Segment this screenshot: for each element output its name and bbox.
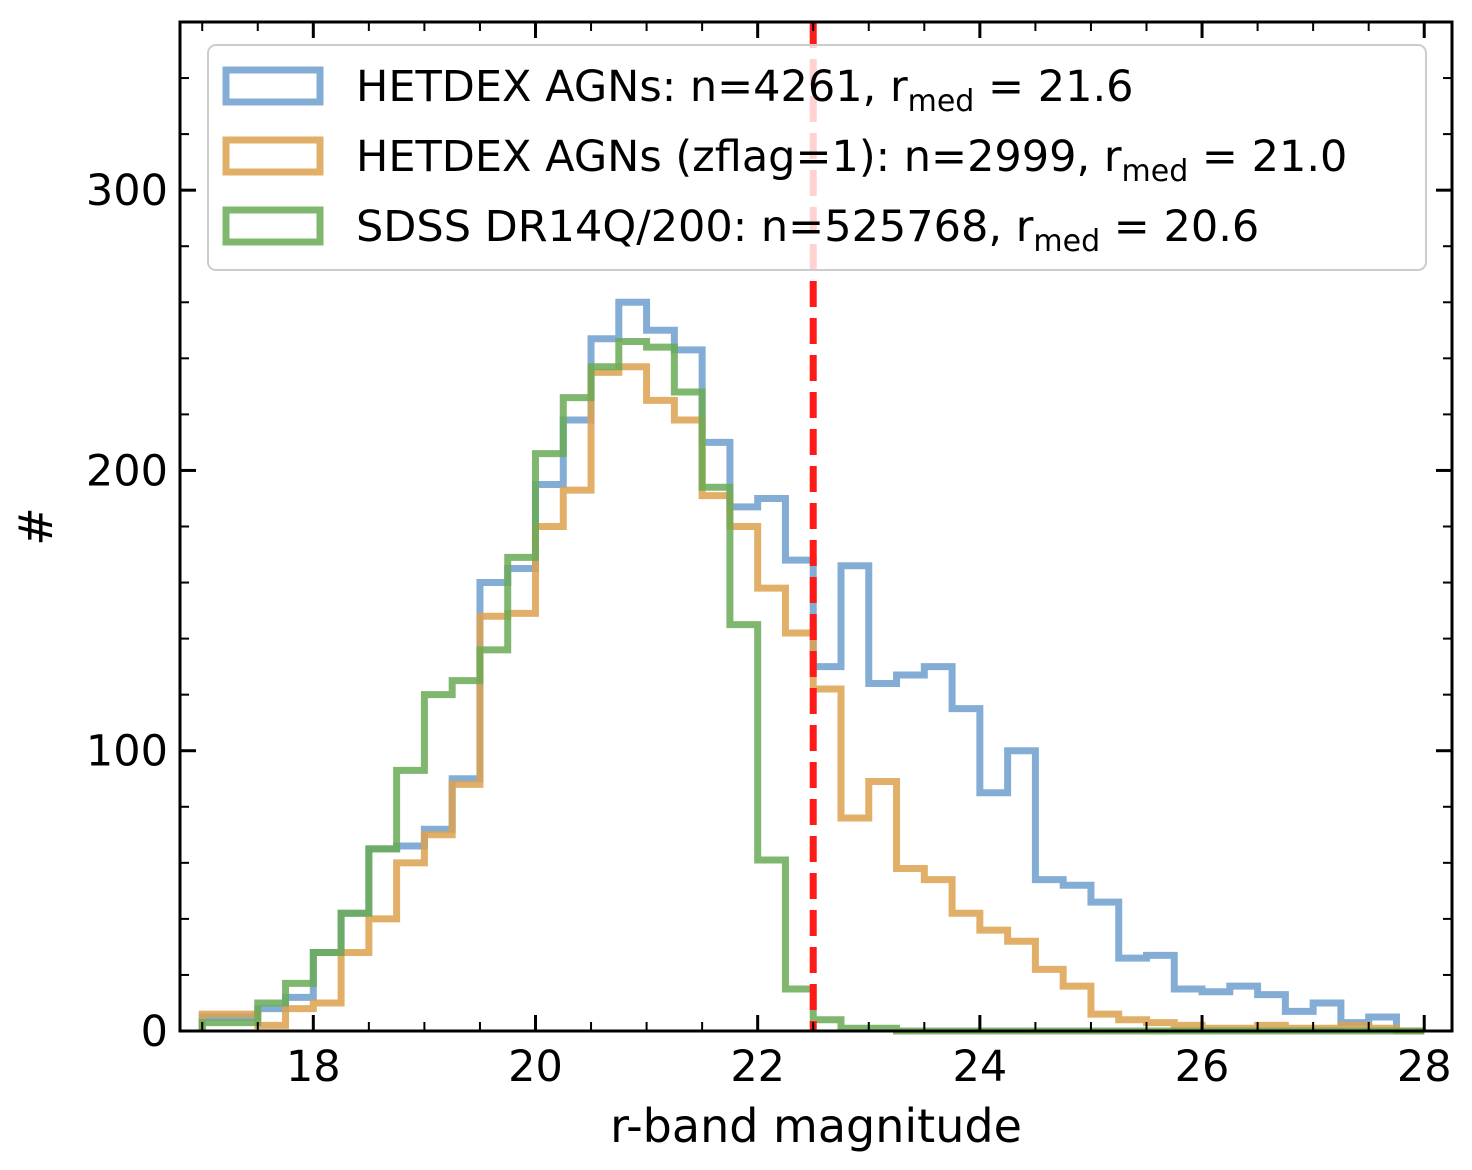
legend-entry-1: HETDEX AGNs (zflag=1): n=2999, rmed = 21… xyxy=(356,132,1347,189)
legend-swatch-1 xyxy=(222,136,324,176)
plot-frame xyxy=(178,20,1454,1033)
x-tick-label: 24 xyxy=(953,1042,1008,1092)
legend-swatch-0 xyxy=(222,66,324,106)
y-axis-label: # xyxy=(9,507,63,546)
x-tick-label: 26 xyxy=(1175,1042,1230,1092)
y-tick-label: 0 xyxy=(141,1007,168,1057)
x-axis-label: r-band magnitude xyxy=(610,1099,1022,1153)
y-tick-label: 100 xyxy=(86,727,168,777)
series-1-histogram xyxy=(198,363,1425,1035)
x-tick-label: 28 xyxy=(1397,1042,1452,1092)
x-tick-label: 20 xyxy=(508,1042,563,1092)
y-tick-label: 300 xyxy=(86,166,168,216)
y-tick-label: 200 xyxy=(86,446,168,496)
x-tick-label: 22 xyxy=(730,1042,785,1092)
x-tick-label: 18 xyxy=(286,1042,341,1092)
legend-frame xyxy=(207,44,1427,271)
legend-swatch-2 xyxy=(222,206,324,246)
legend-entry-2: SDSS DR14Q/200: n=525768, rmed = 20.6 xyxy=(356,202,1259,259)
series-0-histogram xyxy=(198,298,1425,1035)
ticks-layer: 18 20 22 24 26 28 0 100 200 300 xyxy=(86,21,1452,1092)
legend: HETDEX AGNs: n=4261, rmed = 21.6 HETDEX A… xyxy=(207,44,1427,271)
legend-entry-0: HETDEX AGNs: n=4261, rmed = 21.6 xyxy=(356,62,1133,119)
